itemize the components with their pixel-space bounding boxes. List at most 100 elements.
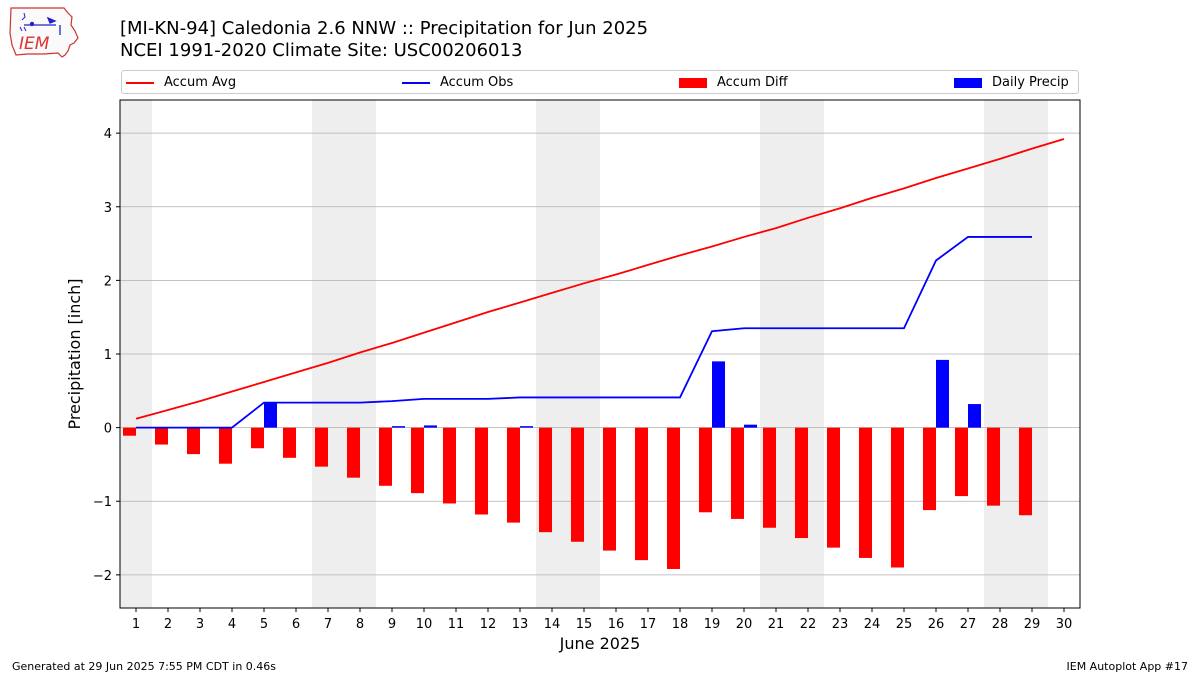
chart-title: [MI-KN-94] Caledonia 2.6 NNW :: Precipit…	[120, 18, 649, 39]
xtick-label: 6	[292, 617, 300, 632]
xtick-label: 7	[324, 617, 332, 632]
ytick-label: 0	[104, 422, 112, 437]
grid-lines	[120, 132, 1080, 576]
xtick-label: 21	[768, 617, 785, 632]
ytick-label: 1	[104, 348, 112, 363]
bar-accum-diff	[923, 427, 936, 511]
ytick-label: −1	[93, 495, 112, 510]
bar-daily-precip	[744, 424, 757, 428]
bar-accum-diff	[1019, 427, 1032, 516]
xtick-label: 3	[196, 617, 204, 632]
xtick-label: 19	[704, 617, 721, 632]
bar-accum-diff	[283, 427, 296, 458]
bar-accum-diff	[219, 427, 232, 464]
bar-accum-diff	[987, 427, 1000, 506]
xtick-label: 8	[356, 617, 364, 632]
bar-accum-diff	[123, 427, 136, 436]
bar-accum-diff	[763, 427, 776, 528]
legend-swatch-accum-diff	[679, 77, 707, 88]
xtick-label: 24	[864, 617, 881, 632]
xtick-label: 5	[260, 617, 268, 632]
line-accum-avg	[135, 138, 1065, 420]
bars	[123, 359, 1032, 569]
legend-label-daily-precip: Daily Precip	[992, 75, 1069, 90]
xtick-label: 28	[992, 617, 1009, 632]
xtick-label: 2	[164, 617, 172, 632]
bar-accum-diff	[731, 427, 744, 519]
bar-daily-precip	[968, 404, 981, 428]
ytick-label: 3	[104, 201, 112, 216]
bar-accum-diff	[315, 427, 328, 467]
iem-logo: IEM	[9, 7, 79, 58]
xtick-label: 16	[608, 617, 625, 632]
xtick-label: 18	[672, 617, 689, 632]
legend-swatch-accum-obs	[402, 81, 430, 84]
series-lines	[135, 138, 1065, 429]
bar-accum-diff	[187, 427, 200, 455]
bar-daily-precip	[520, 426, 533, 428]
xtick-label: 17	[640, 617, 657, 632]
bar-daily-precip	[424, 425, 437, 428]
footer-generated: Generated at 29 Jun 2025 7:55 PM CDT in …	[12, 660, 277, 673]
bar-accum-diff	[347, 427, 360, 478]
bar-accum-diff	[795, 427, 808, 539]
bar-accum-diff	[475, 427, 488, 515]
bar-accum-diff	[955, 427, 968, 497]
ytick-label: 2	[104, 274, 112, 289]
ytick-label: −2	[93, 569, 112, 584]
xtick-label: 23	[832, 617, 849, 632]
ytick-label: 4	[104, 127, 112, 142]
xtick-label: 15	[576, 617, 593, 632]
y-axis-label: Precipitation [inch]	[65, 278, 84, 429]
xtick-label: 13	[512, 617, 529, 632]
chart-subtitle: NCEI 1991-2020 Climate Site: USC00206013	[120, 40, 523, 61]
bar-accum-diff	[155, 427, 168, 445]
xtick-label: 4	[228, 617, 236, 632]
bar-accum-diff	[891, 427, 904, 568]
xtick-label: 30	[1056, 617, 1073, 632]
bar-accum-diff	[667, 427, 680, 569]
bar-accum-diff	[859, 427, 872, 558]
xtick-label: 25	[896, 617, 913, 632]
bar-accum-diff	[603, 427, 616, 551]
footer-app: IEM Autoplot App #17	[1066, 660, 1189, 673]
xtick-label: 1	[132, 617, 140, 632]
legend-swatch-daily-precip	[954, 77, 982, 88]
x-axis-label: June 2025	[559, 634, 641, 653]
bar-accum-diff	[539, 427, 552, 533]
xtick-label: 22	[800, 617, 817, 632]
legend-swatch-accum-avg	[126, 81, 154, 84]
bar-accum-diff	[571, 427, 584, 542]
bar-daily-precip	[392, 426, 405, 428]
legend-item-daily-precip: Daily Precip	[954, 74, 1069, 92]
xtick-label: 12	[480, 617, 497, 632]
xtick-label: 11	[448, 617, 465, 632]
legend-label-accum-avg: Accum Avg	[164, 75, 237, 90]
y-axis: −2 −1 0 1 2 3 4	[93, 127, 120, 584]
xtick-label: 20	[736, 617, 753, 632]
bar-accum-diff	[699, 427, 712, 513]
line-accum-obs	[136, 236, 1032, 429]
bar-accum-diff	[507, 427, 520, 523]
xtick-label: 27	[960, 617, 977, 632]
x-axis: 1 2 3 4 5 6 7 8 9 10 11 12 13 14 15 16 17 18 19 20 21 22 23 24 2…	[132, 608, 1072, 632]
bar-daily-precip	[264, 402, 277, 428]
bar-accum-diff	[443, 427, 456, 504]
bar-accum-diff	[827, 427, 840, 548]
xtick-label: 29	[1024, 617, 1041, 632]
legend-label-accum-diff: Accum Diff	[717, 75, 788, 90]
legend: Accum Avg Accum Obs Accum Diff Daily Pre…	[121, 70, 1079, 94]
bar-daily-precip	[712, 361, 725, 428]
bar-daily-precip	[936, 359, 949, 428]
xtick-label: 9	[388, 617, 396, 632]
bar-accum-diff	[411, 427, 424, 494]
legend-item-accum-avg: Accum Avg	[126, 74, 236, 92]
bar-accum-diff	[379, 427, 392, 486]
xtick-label: 10	[416, 617, 433, 632]
xtick-label: 14	[544, 617, 561, 632]
logo-text: IEM	[19, 34, 50, 54]
legend-item-accum-obs: Accum Obs	[402, 74, 513, 92]
legend-label-accum-obs: Accum Obs	[440, 75, 514, 90]
bar-accum-diff	[635, 427, 648, 561]
